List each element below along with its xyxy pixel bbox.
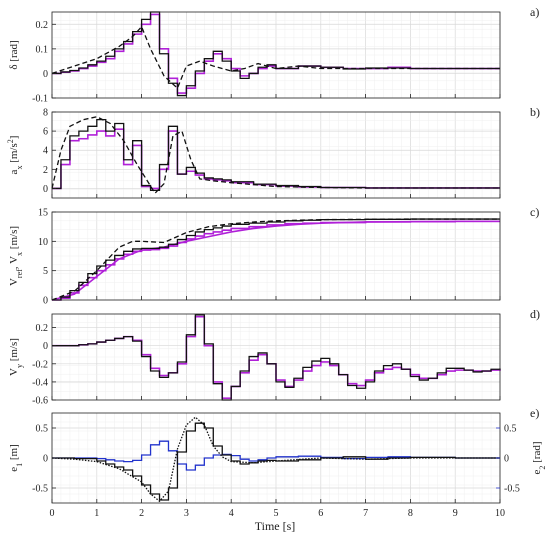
ytick-label: 0 [43, 341, 48, 352]
xtick-label: 7 [363, 508, 368, 519]
ylabel-d: Vy [m/s] [8, 338, 24, 376]
ytick-label: 0 [43, 296, 48, 307]
xtick-label: 3 [184, 508, 189, 519]
ylabel-b: ax [m/s2] [6, 136, 24, 175]
series-line-d-1 [52, 314, 501, 401]
ylabel-c-b-sub: x [15, 252, 24, 256]
ytick-label: 0 [43, 454, 48, 465]
panel-label-d: d) [530, 307, 540, 321]
ylabel-d-sub: y [15, 364, 24, 368]
ytick-label: 0 [43, 69, 48, 80]
ylabel-e-main: e [8, 467, 20, 472]
ytick-label: 0.1 [36, 44, 49, 55]
panel-label-b: b) [530, 105, 540, 119]
xtick-label: 4 [229, 508, 234, 519]
ylabel-a: δ [rad] [8, 40, 20, 69]
panel-a: -0.1 0 0.1 0.2 δ [rad] a) [8, 5, 539, 105]
ytick-right-label: -0.5 [504, 484, 520, 495]
ylabel-e-right-sub: 2 [538, 466, 547, 470]
ytick-label: -0.6 [32, 396, 48, 407]
ytick-label: 0.5 [36, 424, 49, 435]
panel-label-e: e) [530, 406, 539, 420]
panel-c: 0 5 10 15 Vref, Vx [m/s] c) [8, 205, 539, 307]
ylabel-e-sub: 1 [15, 463, 24, 467]
x-axis-label: Time [s] [255, 519, 296, 533]
ylabel-c-a: V [8, 278, 20, 286]
xtick-label: 0 [50, 508, 55, 519]
ylabel-b-end: ] [8, 136, 20, 140]
ytick-label: 0.2 [36, 20, 49, 31]
ytick-label: 10 [38, 237, 48, 248]
ylabel-e-right-unit: [rad] [531, 441, 543, 465]
ytick-label: 5 [43, 266, 48, 277]
ylabel-c: Vref, Vx [m/s] [8, 226, 24, 286]
ylabel-b-main: a [8, 169, 20, 174]
ylabel-d-unit: [m/s] [8, 338, 20, 364]
series-line-e-1 [52, 422, 500, 501]
ytick-right-label: 0 [504, 454, 509, 465]
ylabel-d-main: V [8, 368, 20, 376]
ytick-label: 15 [38, 208, 48, 219]
panel-e: -0.500.5 -0.500.5 0 1 2 3 4 5 6 7 8 9 10 e1 [m] e2… [8, 406, 547, 519]
ytick-label: -0.5 [32, 484, 48, 495]
panel-label-a: a) [530, 5, 539, 19]
ylabel-e-right-main: e [531, 470, 543, 475]
xtick-label: 9 [453, 508, 458, 519]
series-line-b-2 [51, 116, 500, 195]
panel-d: -0.6 -0.4 -0.2 0 0.2 Vy [m/s] d) [8, 307, 540, 407]
ylabel-b-unit: [m/s [8, 143, 20, 165]
xtick-label: 10 [495, 508, 505, 519]
series-line-e-2 [51, 416, 500, 503]
xtick-label: 2 [139, 508, 144, 519]
panel-label-c: c) [530, 205, 539, 219]
series-line-c-3 [51, 218, 500, 301]
ylabel-c-a-sub: ref [15, 269, 24, 278]
xtick-label: 1 [94, 508, 99, 519]
xtick-label: 6 [318, 508, 323, 519]
ytick-label: -0.4 [32, 377, 48, 388]
ytick-label: -0.2 [32, 359, 48, 370]
ytick-label: 0.2 [36, 323, 49, 334]
series-line-b-1 [52, 118, 500, 192]
ylabel-c-unit: [m/s] [8, 226, 20, 252]
ylabel-c-b: , V [8, 256, 20, 269]
xtick-label: 8 [408, 508, 413, 519]
ytick-right-label: 0.5 [504, 424, 517, 435]
series-line-a-1 [52, 11, 500, 97]
ylabel-b-sub: x [15, 166, 24, 170]
ytick-label: 6 [43, 127, 48, 138]
ytick-label: 4 [43, 146, 48, 157]
xtick-label: 5 [274, 508, 279, 519]
ylabel-e: e1 [m] [8, 444, 24, 472]
ytick-label: 0 [43, 184, 48, 195]
ylabel-e-unit: [m] [8, 444, 20, 463]
ylabel-b-sup: 2 [6, 139, 15, 143]
ylabel-e-right: e2 [rad] [531, 441, 547, 474]
ytick-label: -0.1 [32, 94, 48, 105]
ytick-label: 8 [43, 108, 48, 119]
series-line-a-2 [51, 25, 500, 90]
ytick-label: 2 [43, 165, 48, 176]
